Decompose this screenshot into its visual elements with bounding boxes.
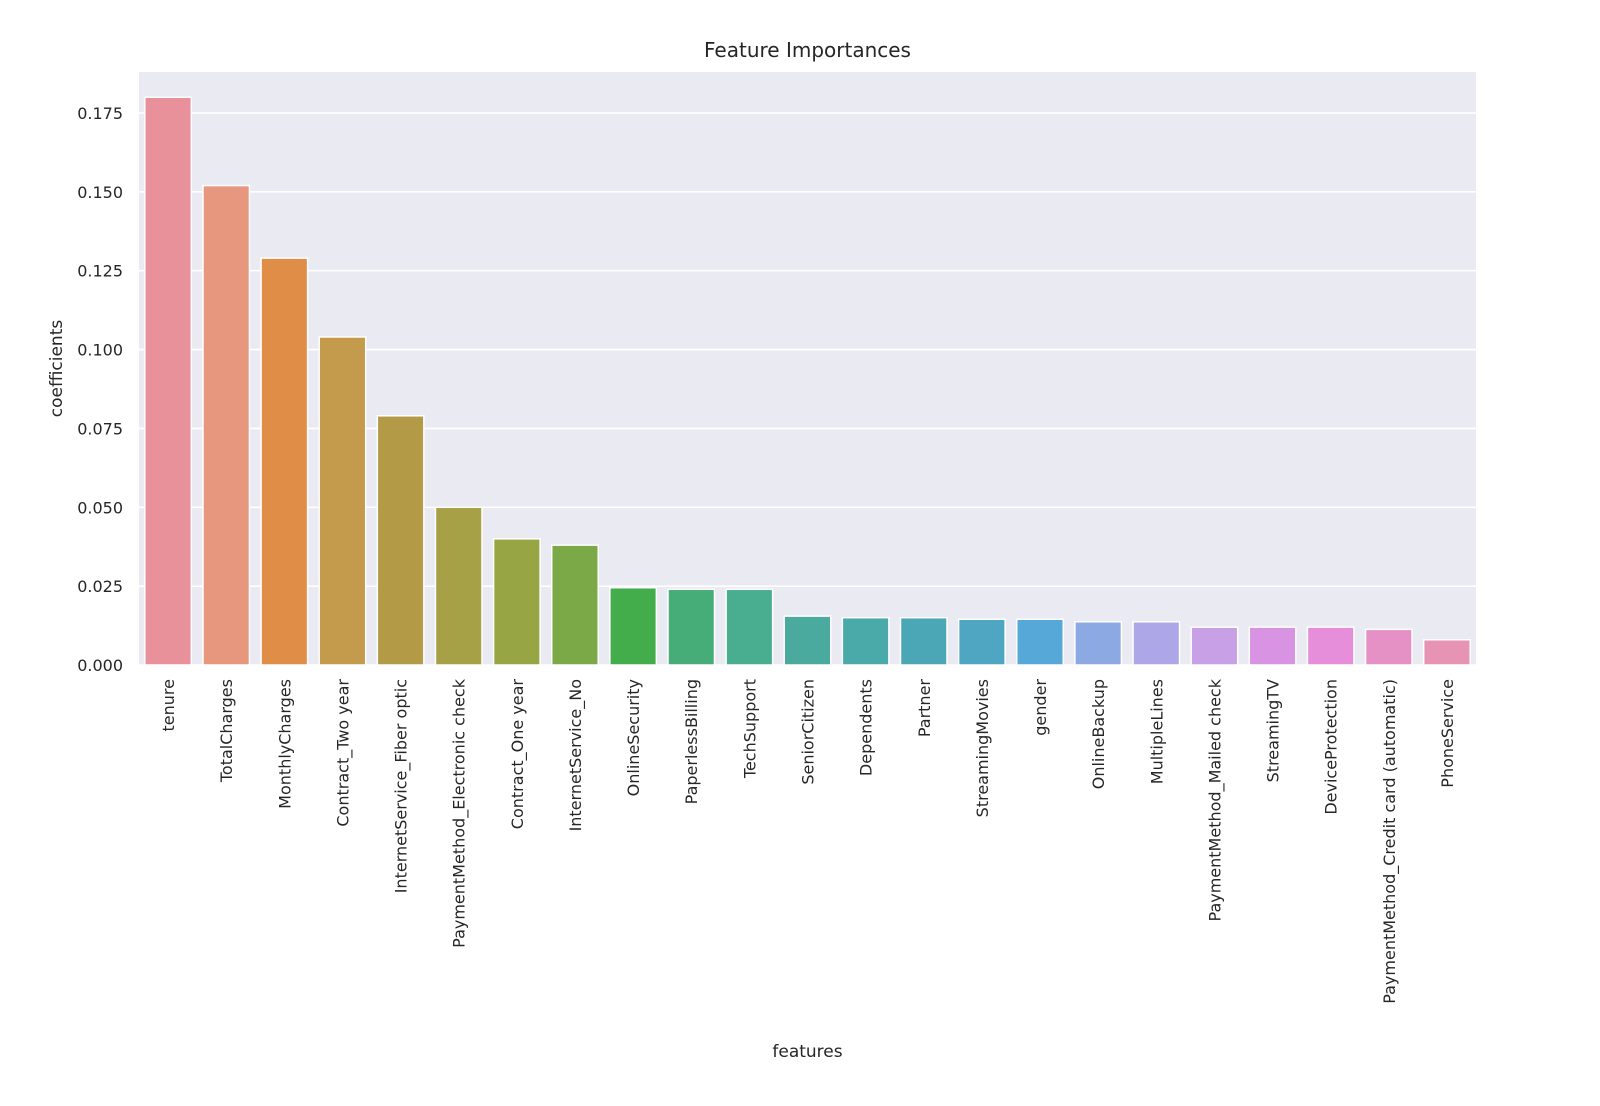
x-tick-label: Contract_One year [508,679,528,830]
x-tick-label: StreamingMovies [973,679,992,817]
bar [1074,621,1123,666]
bar [202,184,251,666]
x-tick-label: tenure [159,679,178,731]
bar [144,96,193,666]
x-tick-label: PaperlessBilling [682,679,701,804]
y-tick-label: 0.050 [77,498,123,517]
x-tick-label: TechSupport [740,679,759,779]
y-tick-label: 0.100 [77,341,123,360]
y-axis-label: coefficients [47,320,67,418]
bar [550,544,599,666]
bar [1422,639,1471,666]
x-tick-label: Partner [915,679,934,738]
x-axis-ticks: tenure TotalCharges MonthlyCharges Contract… [159,678,1457,1004]
x-tick-label: InternetService_Fiber optic [392,679,412,893]
bar [957,618,1006,666]
x-tick-label: OnlineBackup [1089,679,1108,789]
y-axis-ticks: 0.000 0.025 0.050 0.075 0.100 0.125 0.150 0.175 [77,104,123,675]
x-tick-label: PhoneService [1438,679,1457,788]
y-tick-label: 0.150 [77,183,123,202]
bar [492,538,541,666]
x-tick-label: TotalCharges [217,679,236,783]
y-tick-label: 0.000 [77,656,123,675]
bar [260,257,309,666]
bar [725,588,774,666]
x-tick-label: SeniorCitizen [799,679,818,785]
y-tick-label: 0.175 [77,104,123,123]
bar [1306,626,1355,666]
bar [783,615,832,666]
x-tick-label: PaymentMethod_Electronic check [450,678,470,948]
y-tick-label: 0.025 [77,577,123,596]
x-tick-label: PaymentMethod_Mailed check [1205,678,1225,921]
x-tick-label: DeviceProtection [1322,679,1341,815]
y-tick-label: 0.125 [77,262,123,281]
bar [841,616,890,666]
bar [1248,626,1297,666]
bar [376,415,425,666]
x-tick-label: Dependents [857,679,876,776]
bar [1016,618,1065,666]
x-tick-label: PaymentMethod_Credit card (automatic) [1380,679,1400,1004]
x-tick-label: gender [1031,679,1050,736]
x-tick-label: Contract_Two year [333,679,353,827]
chart-title: Feature Importances [704,38,911,62]
bar [1364,628,1413,666]
x-tick-label: OnlineSecurity [624,679,643,796]
x-tick-label: MonthlyCharges [275,679,294,809]
y-tick-label: 0.075 [77,419,123,438]
bars [144,96,1471,666]
bar [899,616,948,666]
bar [1190,626,1239,666]
x-tick-label: MultipleLines [1147,679,1166,784]
x-axis-label: features [772,1042,842,1062]
x-tick-label: StreamingTV [1264,679,1283,782]
bar [667,588,716,666]
bar [318,336,367,666]
bar [609,586,658,666]
bar [434,506,483,666]
x-tick-label: InternetService_No [566,679,586,831]
bar [1132,621,1181,666]
